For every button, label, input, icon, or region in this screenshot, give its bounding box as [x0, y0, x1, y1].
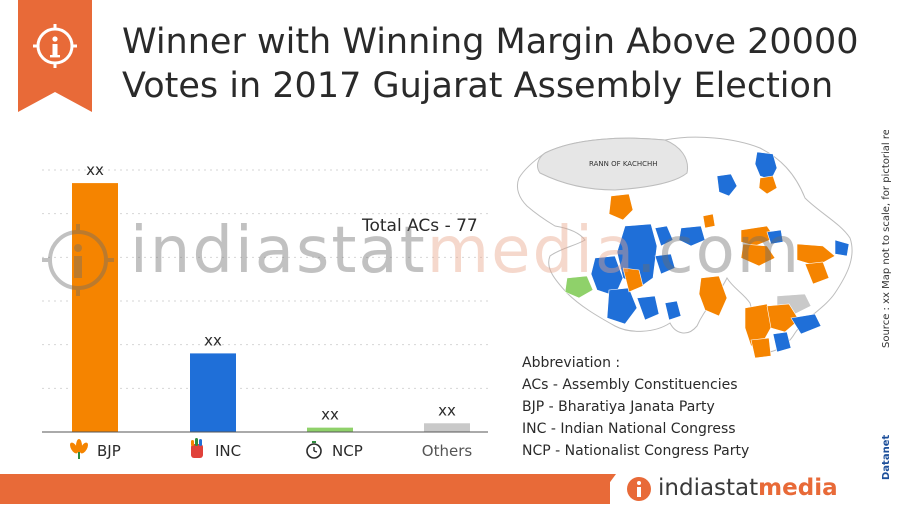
abbreviation-item: INC - Indian National Congress	[522, 421, 736, 437]
x-tick-label: Others	[422, 442, 473, 460]
constituency-regions	[564, 151, 850, 358]
abbreviation-item: NCP - Nationalist Congress Party	[522, 443, 750, 459]
source-text: Source : xx Map not to scale, for pictor…	[881, 130, 892, 348]
abbreviation-block: Abbreviation : ACs - Assembly Constituen…	[522, 352, 749, 462]
data-label: xx	[86, 161, 104, 179]
footer-notch	[594, 474, 616, 504]
chart-bars: xx xx xx xx	[72, 161, 470, 432]
data-label: xx	[321, 406, 339, 424]
map-label-rann: RANN OF KACHCHH	[589, 160, 658, 168]
data-label: xx	[204, 331, 222, 349]
abbreviation-item: ACs - Assembly Constituencies	[522, 377, 738, 393]
bar-inc	[190, 353, 236, 432]
hand-icon	[191, 438, 203, 458]
x-tick-label: NCP	[332, 442, 363, 460]
footer-bar	[0, 474, 610, 504]
bar-bjp	[72, 183, 118, 432]
title-line-1: Winner with Winning Margin Above 20000	[122, 22, 859, 62]
footer-logo-text: indiastatmedia	[658, 475, 838, 501]
abbreviation-heading: Abbreviation :	[522, 355, 621, 371]
title-line-2: Votes in 2017 Gujarat Assembly Election	[122, 66, 834, 106]
clock-icon	[306, 441, 322, 459]
footer-info-icon	[627, 477, 651, 501]
abbreviation-item: BJP - Bharatiya Janata Party	[522, 399, 715, 415]
info-badge	[18, 0, 92, 112]
x-tick-labels: BJP INC NCP Others	[70, 438, 473, 460]
bar-others	[424, 423, 470, 432]
page-title: Winner with Winning Margin Above 20000 V…	[122, 20, 862, 108]
info-icon	[33, 24, 77, 68]
lotus-icon	[70, 439, 88, 459]
data-label: xx	[438, 401, 456, 419]
chart-grid	[42, 169, 488, 389]
bar-chart: xx xx xx xx Total ACs - 77 BJP INC NCP Others	[42, 161, 488, 460]
x-tick-label: INC	[215, 442, 241, 460]
x-tick-label: BJP	[97, 442, 121, 460]
source-note: Source : xx Map not to scale, for pictor…	[881, 130, 892, 480]
rann-region	[537, 137, 689, 191]
datanet-label: Datanet	[881, 435, 892, 480]
gujarat-map: RANN OF KACHCHH	[516, 136, 853, 358]
total-label: Total ACs - 77	[361, 216, 478, 236]
bar-ncp	[307, 427, 353, 432]
